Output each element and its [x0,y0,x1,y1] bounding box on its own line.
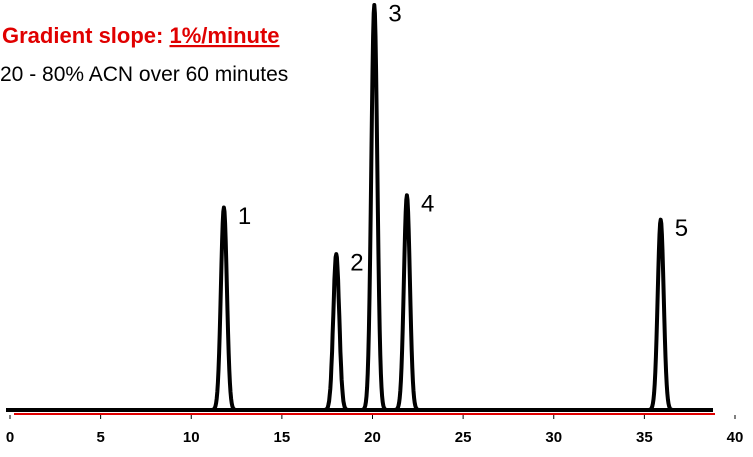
peak-label: 3 [388,0,401,27]
x-tick-label: 40 [727,429,744,446]
title-emphasis: 1%/minute [169,23,279,48]
x-tick-label: 5 [96,429,104,446]
x-tick-label: 0 [6,429,14,446]
peak-label: 2 [350,249,363,276]
peak-label: 4 [421,191,434,218]
peak [647,217,675,412]
x-tick-label: 30 [545,429,562,446]
x-tick-label: 25 [455,429,472,446]
peak [210,205,238,412]
peak [360,3,388,412]
chart-title: Gradient slope: 1%/minute [2,23,280,48]
peak-label: 1 [238,203,251,230]
peak [393,193,421,412]
peak [322,252,350,412]
subtitle-box: 20 - 80% ACN over 60 minutes [0,63,289,86]
chart-subtitle: 20 - 80% ACN over 60 minutes [0,63,289,86]
x-tick-label: 10 [183,429,200,446]
x-tick-label: 20 [364,429,381,446]
x-tick-label: 15 [274,429,291,446]
x-tick-label: 35 [636,429,653,446]
peak-label: 5 [675,215,688,242]
